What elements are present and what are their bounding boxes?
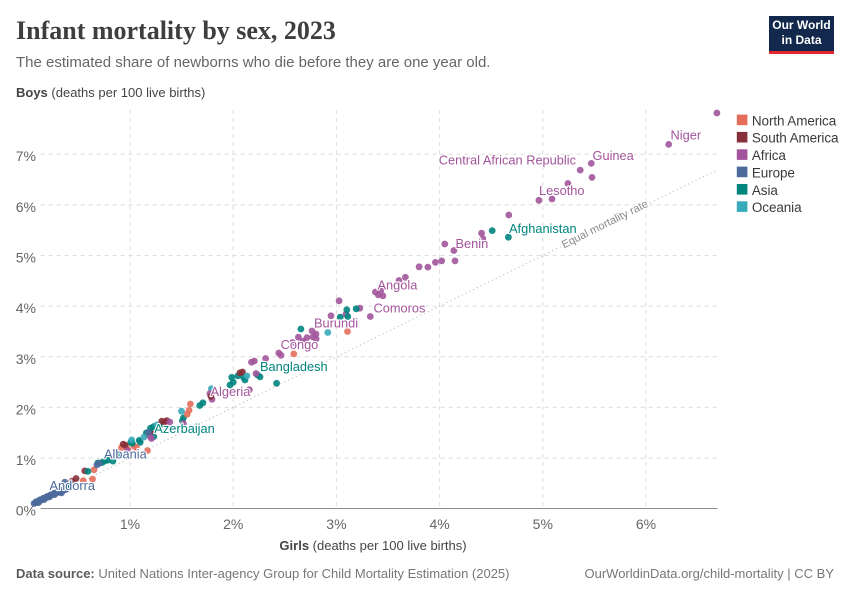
svg-text:3%: 3% [16, 351, 36, 367]
svg-text:3%: 3% [326, 516, 346, 532]
svg-text:6%: 6% [636, 516, 656, 532]
svg-text:Andorra: Andorra [50, 478, 96, 493]
svg-text:6%: 6% [16, 199, 36, 215]
svg-text:4%: 4% [16, 300, 36, 316]
svg-text:Albania: Albania [104, 446, 148, 461]
svg-text:5%: 5% [16, 250, 36, 266]
svg-text:Burundi: Burundi [314, 316, 358, 331]
svg-text:2%: 2% [223, 516, 243, 532]
svg-text:Afghanistan: Afghanistan [509, 221, 577, 236]
svg-text:Africa: Africa [752, 148, 787, 163]
svg-text:Algeria: Algeria [211, 384, 252, 399]
svg-text:Benin: Benin [456, 236, 489, 251]
svg-text:Bangladesh: Bangladesh [260, 359, 328, 374]
svg-text:Lesotho: Lesotho [539, 183, 585, 198]
svg-text:North America: North America [752, 113, 837, 128]
svg-text:Central African Republic: Central African Republic [439, 152, 577, 167]
svg-text:Congo: Congo [281, 337, 319, 352]
svg-text:Angola: Angola [378, 278, 419, 293]
svg-text:Guinea: Guinea [593, 148, 635, 163]
svg-text:2%: 2% [16, 401, 36, 417]
svg-text:Oceania: Oceania [752, 200, 802, 215]
svg-text:Asia: Asia [752, 183, 778, 198]
svg-text:South America: South America [752, 131, 839, 146]
svg-text:1%: 1% [120, 516, 140, 532]
svg-text:Azerbaijan: Azerbaijan [154, 421, 214, 436]
svg-text:7%: 7% [16, 148, 36, 164]
svg-text:Comoros: Comoros [374, 301, 426, 316]
svg-text:Niger: Niger [671, 128, 702, 143]
svg-text:4%: 4% [429, 516, 449, 532]
svg-text:0%: 0% [16, 503, 36, 519]
svg-text:5%: 5% [533, 516, 553, 532]
svg-text:1%: 1% [16, 452, 36, 468]
svg-text:Europe: Europe [752, 165, 795, 180]
